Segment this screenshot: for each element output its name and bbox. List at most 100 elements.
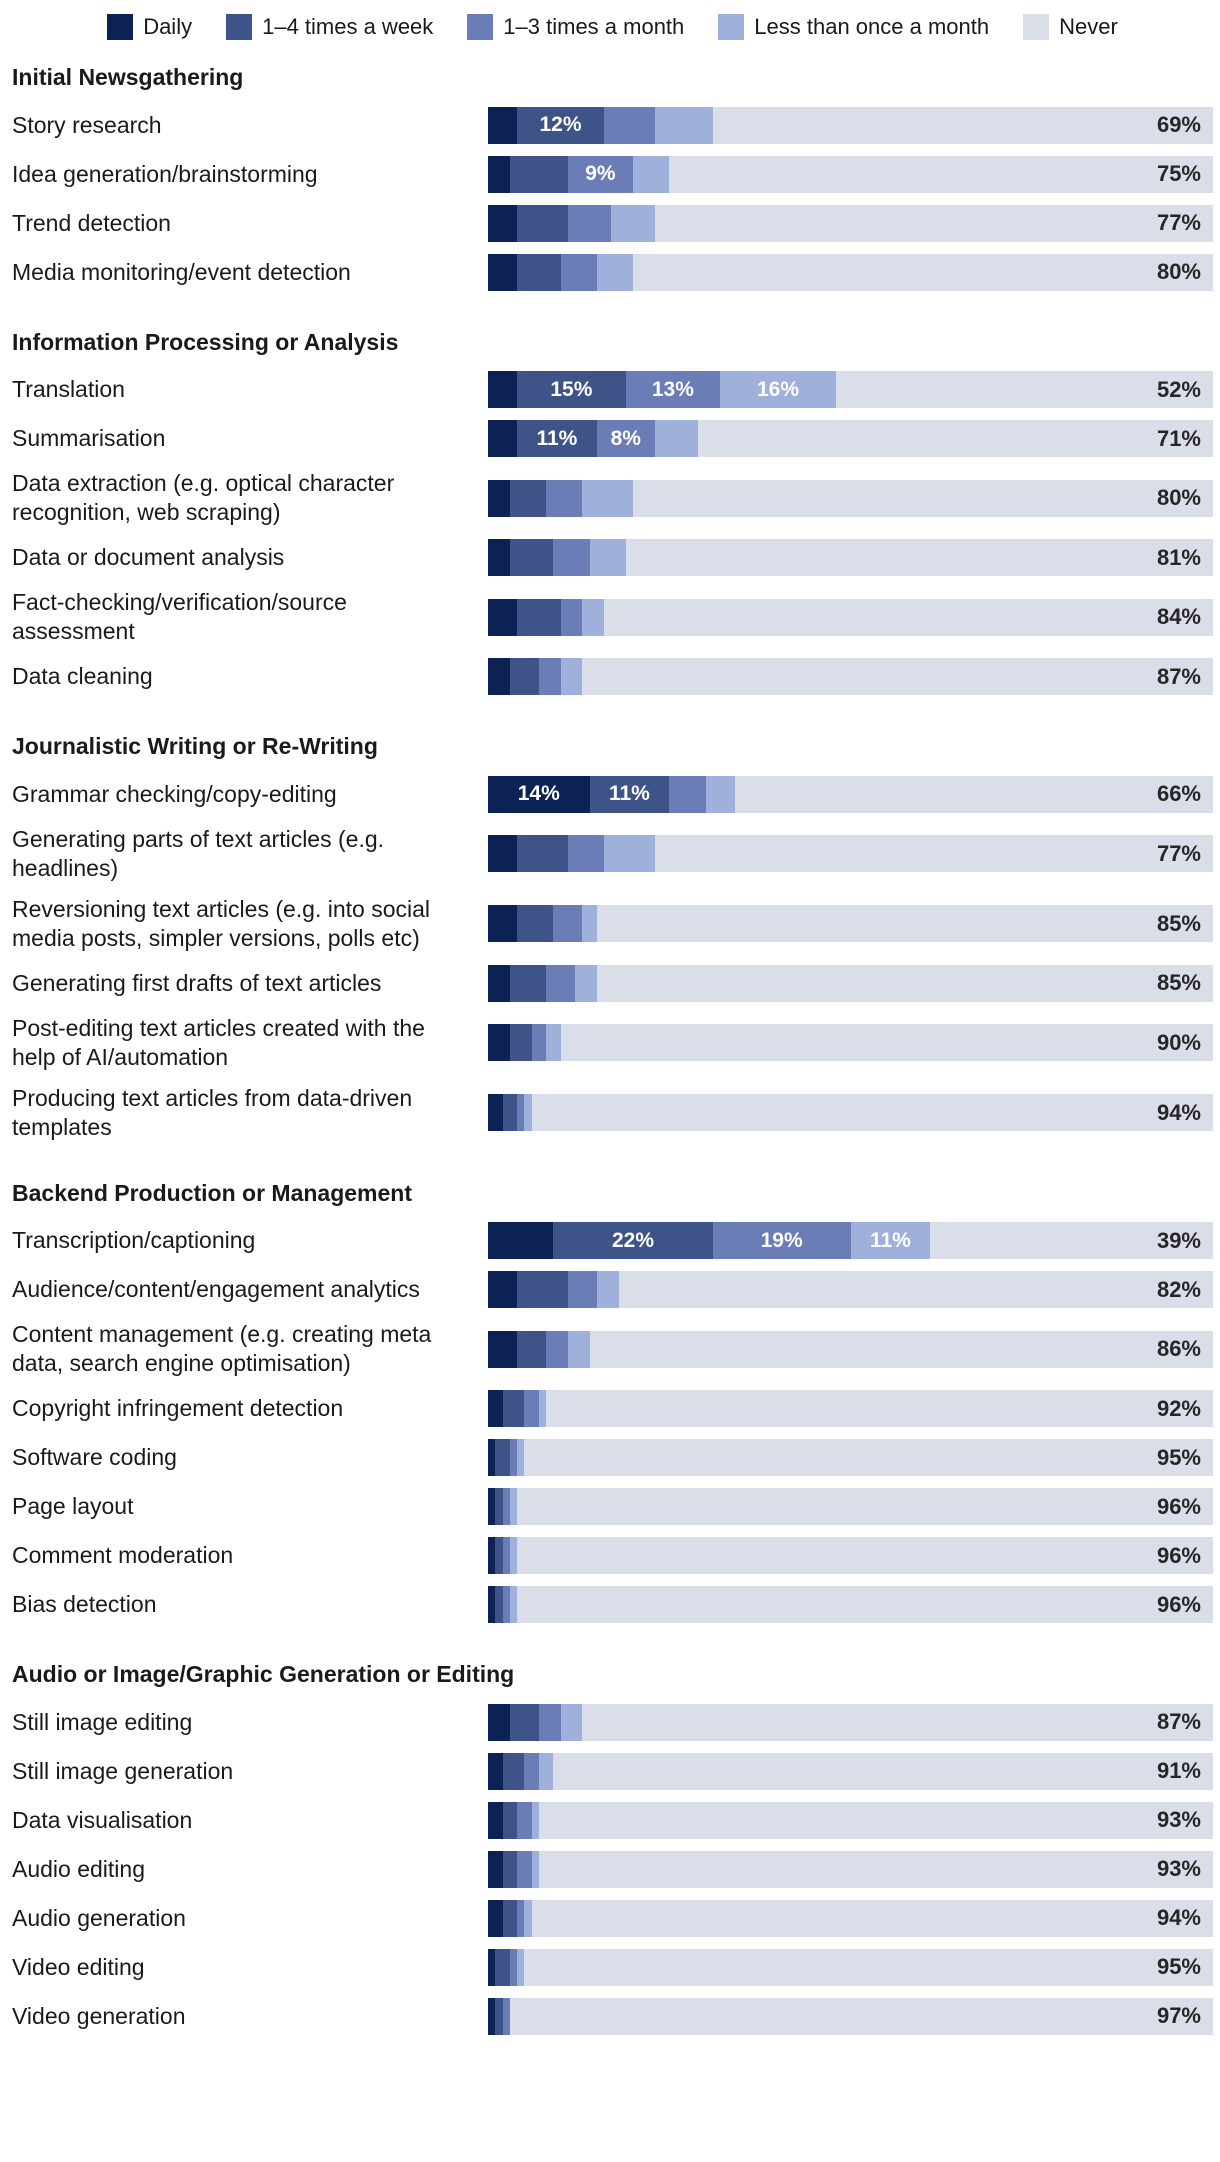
- bar-segment-daily: [488, 1850, 503, 1888]
- bar-segment-monthly: [560, 598, 583, 636]
- stacked-bar: 80%: [488, 479, 1213, 517]
- bar-segment-monthly: [567, 204, 612, 242]
- legend-item: Less than once a month: [718, 14, 989, 40]
- chart-row: Generating first drafts of text articles…: [12, 964, 1213, 1002]
- bar-segment-rarely: [582, 479, 633, 517]
- bar-segment-never: 96%: [517, 1488, 1213, 1526]
- bar-segment-weekly: [509, 479, 546, 517]
- chart-row: Software coding 95%: [12, 1439, 1213, 1477]
- chart-section: Initial Newsgathering Story research 12% 69…: [12, 64, 1213, 291]
- bar-segment-rarely: [524, 1094, 532, 1132]
- bar-segment-rarely: [509, 1586, 517, 1624]
- segment-value-label: 16%: [756, 377, 800, 401]
- stacked-bar: 12% 69%: [488, 106, 1213, 144]
- never-value-label: 96%: [1156, 1542, 1201, 1568]
- stacked-bar: 9% 75%: [488, 155, 1213, 193]
- row-label: Content management (e.g. creating meta d…: [12, 1321, 432, 1377]
- bar-segment-monthly: [567, 835, 604, 873]
- bar-segment-daily: [488, 1271, 517, 1309]
- bar-segment-daily: [488, 598, 517, 636]
- bar-segment-daily: [488, 155, 510, 193]
- bar-segment-monthly: [560, 253, 597, 291]
- bar-segment-never: 93%: [538, 1801, 1213, 1839]
- bar-segment-never: 95%: [524, 1439, 1213, 1477]
- bar-segment-never: 94%: [531, 1899, 1213, 1937]
- bar-segment-daily: [488, 539, 510, 577]
- chart-row: Copyright infringement detection 92%: [12, 1390, 1213, 1428]
- bar-segment-daily: [488, 253, 517, 291]
- stacked-bar: 87%: [488, 658, 1213, 696]
- bar-segment-weekly: [509, 1703, 539, 1741]
- chart-row: Post-editing text articles created with …: [12, 1014, 1213, 1072]
- bar-segment-weekly: [495, 1948, 510, 1986]
- bar-segment-rarely: [531, 1801, 539, 1839]
- bar-segment-rarely: 11%: [850, 1222, 931, 1260]
- stacked-bar: 77%: [488, 835, 1213, 873]
- bar-segment-rarely: [509, 1488, 517, 1526]
- bar-segment-never: 85%: [596, 964, 1213, 1002]
- frequency-chart: Daily 1–4 times a week 1–3 times a month Le…: [12, 14, 1213, 2035]
- bar-segment-daily: [488, 835, 517, 873]
- bar-segment-never: 69%: [712, 106, 1213, 144]
- bar-segment-rarely: [604, 835, 655, 873]
- bar-segment-weekly: [509, 155, 568, 193]
- chart-row: Data extraction (e.g. optical character …: [12, 469, 1213, 527]
- bar-segment-weekly: [502, 1390, 525, 1428]
- bar-segment-never: 66%: [734, 775, 1213, 813]
- bar-segment-weekly: [502, 1752, 525, 1790]
- bar-segment-rarely: [589, 539, 626, 577]
- bar-segment-monthly: [546, 1330, 568, 1368]
- segment-value-label: 15%: [550, 377, 593, 401]
- stacked-bar: 22% 19% 11% 39%: [488, 1222, 1213, 1260]
- bar-segment-monthly: [509, 1948, 517, 1986]
- chart-row: Idea generation/brainstorming 9% 75%: [12, 155, 1213, 193]
- bar-segment-weekly: [517, 835, 568, 873]
- bar-segment-never: 39%: [930, 1222, 1213, 1260]
- row-label: Transcription/captioning: [12, 1227, 256, 1254]
- chart-row: Generating parts of text articles (e.g. …: [12, 825, 1213, 883]
- legend-label: 1–3 times a month: [503, 14, 685, 39]
- bar-segment-rarely: [560, 1703, 583, 1741]
- bar-segment-daily: [488, 1024, 510, 1062]
- never-value-label: 85%: [1156, 970, 1201, 996]
- never-value-label: 82%: [1156, 1276, 1201, 1302]
- bar-segment-daily: [488, 1537, 496, 1575]
- chart-row: Comment moderation 96%: [12, 1537, 1213, 1575]
- bar-segment-daily: [488, 1801, 503, 1839]
- chart-row: Audio generation 94%: [12, 1899, 1213, 1937]
- section-title: Information Processing or Analysis: [12, 328, 399, 355]
- bar-segment-never: 87%: [582, 658, 1213, 696]
- legend-item: Daily: [107, 14, 192, 40]
- bar-segment-never: 96%: [517, 1586, 1213, 1624]
- row-label: Audio generation: [12, 1904, 186, 1931]
- never-value-label: 66%: [1156, 781, 1201, 807]
- stacked-bar: 93%: [488, 1801, 1213, 1839]
- chart-row: Video editing 95%: [12, 1948, 1213, 1986]
- chart-row: Still image generation 91%: [12, 1752, 1213, 1790]
- never-value-label: 96%: [1156, 1493, 1201, 1519]
- row-label: Media monitoring/event detection: [12, 258, 351, 285]
- row-label: Fact-checking/verification/source assess…: [12, 589, 347, 645]
- bar-segment-monthly: [524, 1390, 539, 1428]
- legend-item: Never: [1023, 14, 1118, 40]
- bar-segment-weekly: [495, 1488, 503, 1526]
- never-value-label: 75%: [1156, 161, 1201, 187]
- bar-segment-never: 94%: [531, 1094, 1213, 1132]
- row-label: Idea generation/brainstorming: [12, 160, 318, 187]
- bar-segment-weekly: 15%: [517, 371, 626, 409]
- never-value-label: 94%: [1156, 1099, 1201, 1125]
- stacked-bar: 96%: [488, 1488, 1213, 1526]
- bar-segment-rarely: [546, 1024, 561, 1062]
- bar-segment-monthly: [524, 1752, 539, 1790]
- bar-segment-daily: [488, 1094, 503, 1132]
- legend-label: 1–4 times a week: [262, 14, 434, 39]
- legend-item: 1–3 times a month: [467, 14, 684, 40]
- bar-segment-weekly: 12%: [517, 106, 604, 144]
- never-value-label: 77%: [1156, 210, 1201, 236]
- bar-segment-monthly: [546, 964, 575, 1002]
- chart-row: Data or document analysis 81%: [12, 539, 1213, 577]
- never-value-label: 69%: [1156, 112, 1201, 138]
- legend-item: 1–4 times a week: [226, 14, 433, 40]
- bar-segment-monthly: [538, 1703, 561, 1741]
- chart-row: Video generation 97%: [12, 1997, 1213, 2035]
